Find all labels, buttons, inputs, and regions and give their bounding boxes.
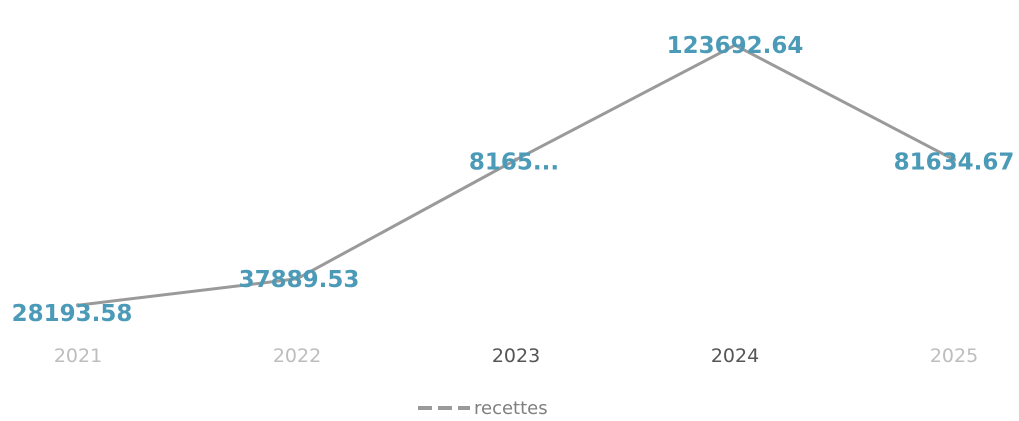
data-label-2025: 81634.67 — [894, 150, 1015, 176]
data-label-2021: 28193.58 — [12, 301, 133, 327]
x-axis: 2021 2022 2023 2024 2025 — [54, 345, 978, 367]
data-point-2024 — [733, 43, 737, 48]
data-label-2022: 37889.53 — [239, 267, 360, 293]
data-labels-layer: 28193.58 37889.53 8165... 123692.64 81634.67 — [12, 33, 1015, 327]
x-tick-label-2025: 2025 — [930, 345, 978, 367]
data-point-2023 — [514, 157, 518, 162]
x-tick-label-2024: 2024 — [711, 345, 759, 367]
x-tick-label-2021: 2021 — [54, 345, 102, 367]
data-label-2023: 8165... — [469, 150, 559, 176]
legend: recettes — [418, 398, 548, 419]
legend-label: recettes — [474, 398, 548, 416]
data-point-2025 — [952, 157, 956, 162]
data-label-2024: 123692.64 — [667, 33, 804, 59]
data-point-2021 — [76, 303, 80, 308]
x-tick-label-2023: 2023 — [492, 345, 540, 367]
x-tick-label-2022: 2022 — [273, 345, 321, 367]
series-layer — [76, 43, 956, 308]
data-point-2022 — [295, 276, 299, 281]
